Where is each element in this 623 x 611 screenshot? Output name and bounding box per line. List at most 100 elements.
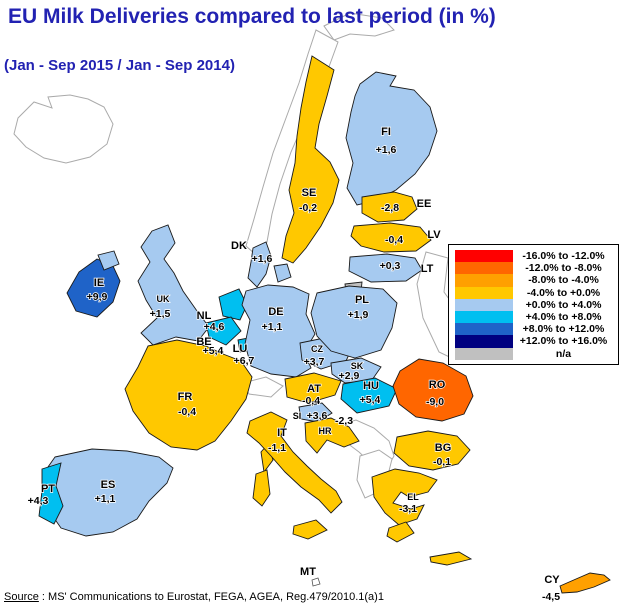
country-code-cy: CY bbox=[544, 574, 560, 586]
country-lt bbox=[348, 253, 423, 283]
country-el bbox=[371, 468, 438, 526]
legend-row: -8.0% to -4.0% bbox=[455, 274, 614, 287]
legend-label-6: +8.0% to +12.0% bbox=[522, 323, 605, 336]
country-value-ee: -2,8 bbox=[381, 202, 399, 214]
country-ee bbox=[361, 191, 418, 223]
country-dk-jutland bbox=[247, 241, 272, 288]
legend-label-8: n/a bbox=[555, 347, 572, 360]
country-iceland-outline bbox=[13, 94, 114, 164]
country-value-ro: -9,0 bbox=[426, 396, 444, 408]
country-value-uk: +1,5 bbox=[150, 308, 171, 320]
country-uk-northern-ireland bbox=[97, 250, 120, 271]
country-uk-great-britain bbox=[137, 224, 210, 346]
country-code-cz: CZ bbox=[311, 344, 323, 354]
country-norway-cap-outline bbox=[323, 12, 395, 41]
country-code-uk: UK bbox=[157, 294, 170, 304]
country-value-cy: -4,5 bbox=[542, 591, 560, 603]
source-label: Source bbox=[4, 591, 39, 603]
country-code-hr: HR bbox=[319, 426, 332, 436]
country-value-si: +3,6 bbox=[307, 410, 328, 422]
legend-row: +12.0% to +16.0% bbox=[455, 335, 614, 348]
country-code-ro: RO bbox=[429, 379, 446, 391]
country-nl bbox=[218, 288, 248, 321]
legend-label-2: -8.0% to -4.0% bbox=[528, 274, 599, 287]
country-value-lu: +6,7 bbox=[234, 355, 255, 367]
country-value-dk: +1,6 bbox=[252, 253, 273, 265]
country-el-crete bbox=[429, 551, 473, 566]
country-de bbox=[241, 284, 316, 378]
country-it-sicily bbox=[292, 519, 328, 540]
country-value-cz: +3,7 bbox=[304, 356, 325, 368]
country-value-it: -1,1 bbox=[268, 442, 286, 454]
legend-label-7: +12.0% to +16.0% bbox=[519, 335, 608, 348]
country-code-pl: PL bbox=[355, 294, 369, 306]
country-at bbox=[284, 372, 342, 404]
country-pt bbox=[38, 462, 64, 525]
country-code-lu: LU bbox=[233, 343, 248, 355]
country-code-it: IT bbox=[277, 427, 287, 439]
country-se bbox=[281, 55, 340, 264]
country-code-hu: HU bbox=[363, 380, 379, 392]
legend-row: -16.0% to -12.0% bbox=[455, 250, 614, 263]
country-code-se: SE bbox=[302, 187, 317, 199]
country-value-fi: +1,6 bbox=[376, 144, 397, 156]
country-code-be: BE bbox=[196, 336, 211, 348]
country-pl bbox=[310, 285, 398, 359]
country-value-nl: +4,6 bbox=[204, 321, 225, 333]
country-value-ie: +9,9 bbox=[87, 291, 108, 303]
source-text: : MS' Communications to Eurostat, FEGA, … bbox=[38, 591, 384, 603]
legend-row: +8.0% to +12.0% bbox=[455, 323, 614, 336]
legend-row: -12.0% to -8.0% bbox=[455, 262, 614, 275]
legend-label-5: +4.0% to +8.0% bbox=[525, 311, 602, 324]
legend-swatch-2 bbox=[455, 274, 513, 287]
country-mt bbox=[311, 577, 321, 587]
country-value-pl: +1,9 bbox=[348, 309, 369, 321]
legend-label-3: -4.0% to +0.0% bbox=[526, 286, 601, 299]
country-si bbox=[298, 402, 333, 423]
country-code-fr: FR bbox=[178, 391, 193, 403]
legend-row: +0.0% to +4.0% bbox=[455, 298, 614, 311]
country-code-pt: PT bbox=[41, 483, 55, 495]
country-fr bbox=[124, 339, 253, 451]
country-code-at: AT bbox=[307, 383, 321, 395]
country-it-sardinia bbox=[252, 469, 271, 507]
country-value-be: +5,4 bbox=[203, 345, 224, 357]
country-code-dk: DK bbox=[231, 240, 247, 252]
country-hu bbox=[340, 377, 398, 414]
page-subtitle: (Jan - Sep 2015 / Jan - Sep 2014) bbox=[4, 57, 235, 74]
country-el-peloponnese bbox=[386, 521, 415, 543]
country-code-bg: BG bbox=[435, 442, 452, 454]
country-code-de: DE bbox=[268, 306, 283, 318]
country-value-es: +1,1 bbox=[95, 493, 116, 505]
legend-label-4: +0.0% to +4.0% bbox=[525, 298, 602, 311]
country-value-lt: +0,3 bbox=[380, 260, 401, 272]
source-line: Source : MS' Communications to Eurostat,… bbox=[4, 591, 384, 603]
country-value-bg: -0,1 bbox=[433, 456, 451, 468]
country-value-se: -0,2 bbox=[299, 202, 317, 214]
country-dk-zealand bbox=[273, 263, 292, 283]
country-code-ie: IE bbox=[94, 277, 104, 289]
country-code-lt: LT bbox=[421, 263, 434, 275]
legend-row: -4.0% to +0.0% bbox=[455, 286, 614, 299]
country-code-lv: LV bbox=[427, 229, 441, 241]
country-code-nl: NL bbox=[197, 310, 212, 322]
legend-swatch-8 bbox=[455, 347, 513, 360]
country-code-fi: FI bbox=[381, 126, 391, 138]
legend-swatch-1 bbox=[455, 262, 513, 275]
country-ro bbox=[392, 358, 474, 422]
legend-row: +4.0% to +8.0% bbox=[455, 310, 614, 324]
legend-swatch-0 bbox=[455, 250, 513, 263]
country-hr bbox=[304, 417, 360, 454]
legend-swatch-3 bbox=[455, 286, 513, 299]
country-code-si: SI bbox=[293, 411, 302, 421]
legend-box: -16.0% to -12.0% -12.0% to -8.0% -8.0% t… bbox=[448, 244, 619, 365]
legend-swatch-6 bbox=[455, 323, 513, 336]
country-value-sk: +2,9 bbox=[339, 370, 360, 382]
legend-swatch-7 bbox=[455, 335, 513, 348]
legend-label-0: -16.0% to -12.0% bbox=[522, 250, 605, 263]
country-be bbox=[205, 316, 242, 346]
country-value-hu: +5,4 bbox=[360, 394, 381, 406]
page-title: EU Milk Deliveries compared to last peri… bbox=[8, 5, 496, 28]
country-code-el: EL bbox=[407, 492, 419, 502]
country-value-de: +1,1 bbox=[262, 321, 283, 333]
